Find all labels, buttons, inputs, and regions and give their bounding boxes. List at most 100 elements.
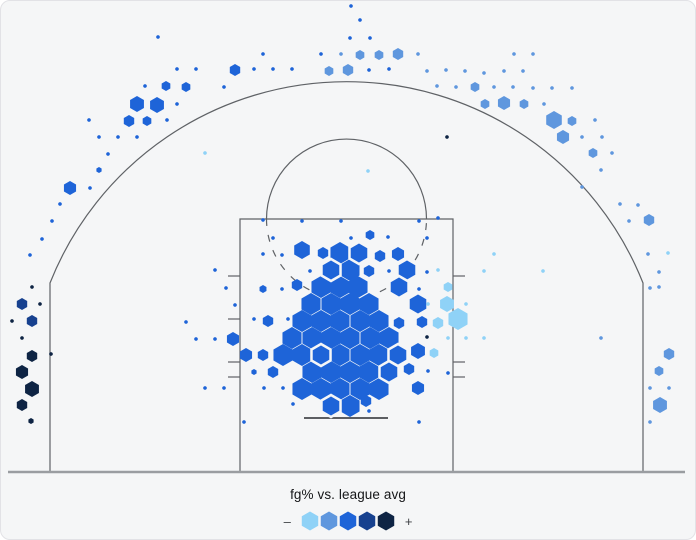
- hex-bin: [262, 386, 266, 390]
- hex-bin: [273, 344, 293, 366]
- hex-bin: [340, 361, 360, 383]
- hex-bin: [251, 369, 257, 375]
- hex-bin: [610, 151, 614, 155]
- hex-bin: [63, 181, 77, 195]
- hex-bin: [368, 36, 372, 40]
- hex-bin: [440, 296, 454, 312]
- hex-bin: [502, 69, 506, 73]
- hex-bin: [142, 116, 152, 126]
- hex-bin: [636, 203, 640, 207]
- hex-bin: [49, 352, 53, 356]
- hex-bin: [411, 381, 425, 395]
- legend-plus-sign: +: [404, 513, 413, 529]
- hex-bin: [432, 317, 444, 329]
- hex-bin: [319, 52, 323, 56]
- hex-bin: [366, 169, 370, 173]
- hex-bin: [417, 219, 421, 223]
- hex-bin: [252, 67, 256, 71]
- hex-bin: [369, 378, 389, 400]
- hex-bin: [387, 67, 391, 71]
- hex-bin: [350, 344, 370, 366]
- hex-bin: [403, 363, 415, 375]
- hex-bin: [280, 253, 284, 257]
- hex-bin: [130, 96, 144, 112]
- hex-bin: [464, 302, 468, 306]
- hex-bin: [480, 99, 490, 109]
- hex-bin: [443, 282, 453, 292]
- hex-bin: [570, 86, 574, 90]
- hex-bin: [359, 361, 379, 383]
- hex-bin: [330, 378, 350, 400]
- hex-bin: [292, 378, 312, 400]
- hex-bin: [492, 85, 496, 89]
- hex-bin: [320, 257, 342, 283]
- hex-bin: [233, 303, 237, 307]
- hex-bin: [654, 366, 664, 376]
- hex-bin: [301, 293, 321, 315]
- hex-bin: [519, 99, 529, 109]
- hex-bin: [184, 320, 188, 324]
- hex-bin: [363, 265, 375, 277]
- hex-bin: [88, 186, 92, 190]
- legend-hex: [301, 511, 319, 531]
- hex-bin: [492, 252, 496, 256]
- hex-bin: [378, 359, 400, 385]
- hex-bin: [663, 348, 675, 360]
- hex-bin: [511, 85, 515, 89]
- hex-bin: [407, 291, 429, 317]
- hex-bin: [203, 151, 207, 155]
- hex-bin: [359, 293, 379, 315]
- hex-bin: [435, 84, 439, 88]
- hex-bin: [16, 399, 28, 411]
- hex-bin: [348, 36, 352, 40]
- hex-bin: [358, 18, 362, 22]
- hex-bin: [143, 84, 147, 88]
- hex-bin: [541, 269, 545, 273]
- hex-bin: [291, 402, 295, 406]
- hex-bin: [340, 293, 360, 315]
- hex-bin: [365, 230, 375, 240]
- hex-bin: [262, 315, 274, 327]
- hex-bin: [348, 276, 368, 298]
- legend-hex: [358, 511, 376, 531]
- hex-bin: [386, 235, 390, 239]
- hex-bin: [222, 85, 226, 89]
- hex-bin: [531, 86, 535, 90]
- hex-bin: [463, 69, 467, 73]
- hex-bin: [342, 64, 354, 76]
- hex-bin: [580, 185, 584, 189]
- hex-bin: [426, 369, 430, 373]
- hex-bin: [311, 378, 331, 400]
- hex-bin: [349, 236, 353, 240]
- hex-bin: [181, 82, 191, 92]
- hex-bin: [261, 252, 265, 256]
- hex-bin: [340, 327, 360, 349]
- hex-bin: [165, 118, 169, 122]
- hex-bin: [446, 336, 450, 340]
- hex-bin: [311, 276, 331, 298]
- hex-bin: [281, 386, 285, 390]
- hex-bin: [156, 35, 160, 39]
- hex-bin: [97, 135, 101, 139]
- hex-bin: [454, 85, 458, 89]
- hex-bin: [627, 219, 631, 223]
- hex-bin: [291, 279, 303, 291]
- hex-bin: [40, 237, 44, 241]
- hex-bin: [267, 366, 279, 378]
- hex-bin: [593, 118, 597, 122]
- hex-bin: [300, 219, 304, 223]
- hex-bin: [599, 336, 603, 340]
- hex-bin: [161, 81, 171, 91]
- legend-minus-sign: –: [283, 513, 291, 529]
- hex-bin: [482, 269, 486, 273]
- hex-bin: [26, 315, 38, 327]
- hex-bin: [50, 219, 54, 223]
- hex-bin: [10, 319, 14, 323]
- hex-bin: [387, 269, 391, 273]
- hex-bin: [374, 250, 386, 262]
- hex-bin: [497, 96, 511, 110]
- hex-bin: [349, 4, 353, 8]
- hex-bin: [648, 420, 652, 424]
- hex-bin: [175, 67, 179, 71]
